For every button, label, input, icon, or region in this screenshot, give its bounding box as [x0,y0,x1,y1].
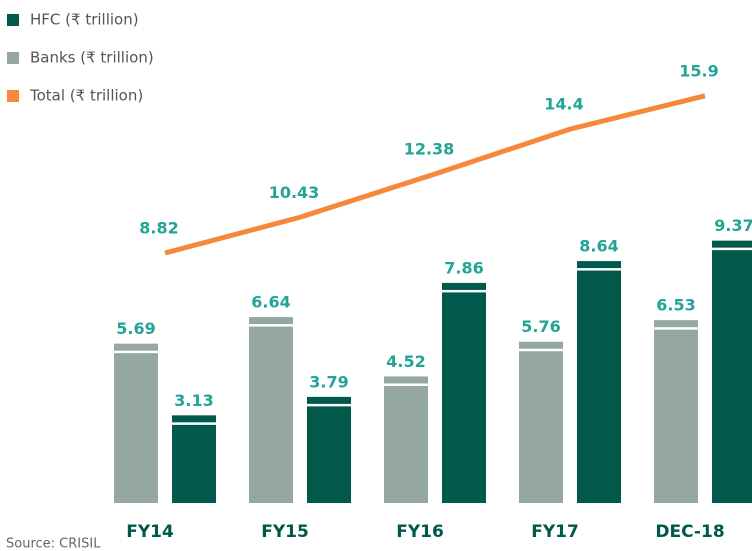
data-label: 10.43 [269,183,320,202]
legend-swatch [7,14,19,26]
bar [114,343,158,503]
x-tick-label: FY14 [126,522,174,542]
data-label: 5.69 [116,319,155,338]
bar-cap-gap [307,403,351,407]
data-label: 3.79 [309,372,348,391]
bar-cap-gap [712,247,752,251]
data-label: 3.13 [174,391,213,410]
x-tick-label: FY17 [531,522,579,542]
data-label: 12.38 [404,139,455,158]
data-label: 8.82 [139,219,178,238]
x-tick-label: FY16 [396,522,444,542]
bar-cap-gap [577,268,621,271]
data-label: 6.53 [656,296,695,315]
bar [442,282,486,503]
data-label: 4.52 [386,352,425,371]
bar-cap-gap [114,350,158,354]
bar-cap-gap [249,324,293,327]
bar [307,396,351,503]
data-label: 8.64 [579,237,618,256]
bar-cap-gap [384,383,428,386]
data-label: 14.4 [544,95,583,114]
data-label: 5.76 [521,317,560,336]
bar-cap-gap [654,327,698,330]
bar [519,341,563,503]
data-label: 15.9 [679,61,718,80]
bar [577,261,621,503]
legend-swatch [7,90,19,102]
x-tick-label: DEC-18 [655,522,724,542]
source-note: Source: CRISIL [6,537,101,551]
total-line [164,93,706,256]
legend-label: Banks (₹ trillion) [30,49,154,67]
legend-swatch [7,52,19,64]
data-label: 6.64 [251,293,290,312]
bar [712,240,752,503]
data-label: 7.86 [444,258,483,277]
bar [384,376,428,503]
data-label: 9.37 [714,216,752,235]
x-tick-label: FY15 [261,522,309,542]
bar [249,317,293,503]
legend-label: HFC (₹ trillion) [30,11,139,29]
legend-label: Total (₹ trillion) [29,87,143,105]
bar-cap-gap [172,422,216,425]
bar [654,320,698,503]
bar-cap-gap [442,289,486,293]
bar [172,415,216,503]
bar-cap-gap [519,348,563,352]
